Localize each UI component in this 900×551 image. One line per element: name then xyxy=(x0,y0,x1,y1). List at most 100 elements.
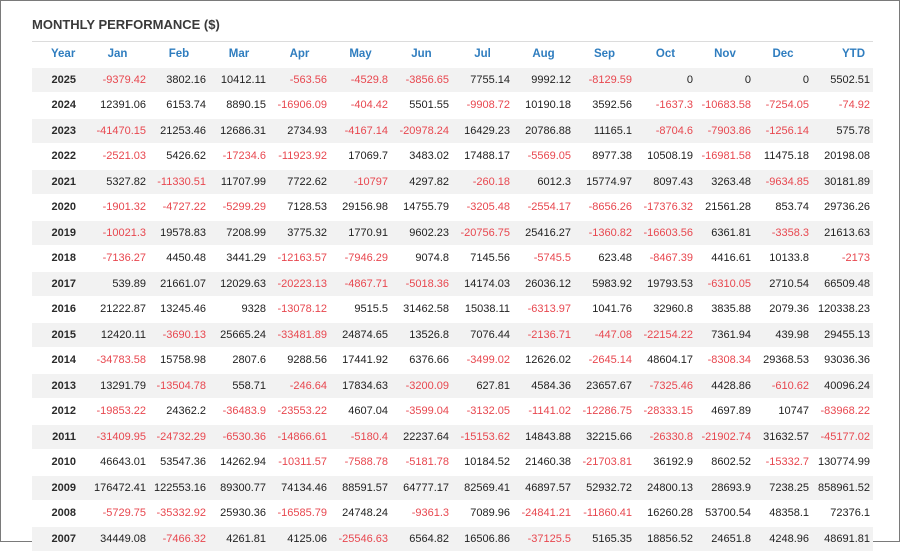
value-cell: 7128.53 xyxy=(269,194,330,220)
value-cell: 24748.24 xyxy=(330,500,391,526)
value-cell: 4297.82 xyxy=(391,168,452,195)
table-body: 2025 -9379.42 3802.16 10412.11 -563.56 -4529.… xyxy=(32,66,873,551)
value-cell: -563.56 xyxy=(269,66,330,93)
value-cell: -5018.36 xyxy=(391,270,452,297)
value-cell: 12391.06 xyxy=(86,92,149,118)
table-row: 2019 -10021.3 19578.83 7208.99 3775.32 1770.9… xyxy=(32,219,873,246)
panel-title: MONTHLY PERFORMANCE ($) xyxy=(32,17,220,32)
table-row: 2018 -7136.27 4450.48 3441.29 -12163.57 -7946… xyxy=(32,245,873,271)
value-cell: 6564.82 xyxy=(391,525,452,551)
value-cell: -5299.29 xyxy=(209,194,269,220)
table-row: 2022 -2521.03 5426.62 -17234.6 -11923.92 1706… xyxy=(32,143,873,169)
value-cell: 74134.46 xyxy=(269,474,330,501)
value-cell: 15758.98 xyxy=(149,347,209,373)
value-cell: 21460.38 xyxy=(513,449,574,475)
value-cell: 17834.63 xyxy=(330,372,391,399)
column-header-ytd: YTD xyxy=(812,41,873,67)
value-cell: 11165.1 xyxy=(574,117,635,144)
value-cell: 10747 xyxy=(754,398,812,424)
table-row: 2011 -31409.95 -24732.29 -6530.36 -14866.61-… xyxy=(32,423,873,450)
value-cell: 7076.44 xyxy=(452,321,513,348)
value-cell: -24841.21 xyxy=(513,500,574,526)
value-cell: 64777.17 xyxy=(391,474,452,501)
value-cell: -6313.97 xyxy=(513,296,574,322)
value-cell: -4867.71 xyxy=(330,270,391,297)
value-cell: -6530.36 xyxy=(209,423,269,450)
value-cell: 11707.99 xyxy=(209,168,269,195)
value-cell: -83968.22 xyxy=(812,398,873,424)
value-cell: 93036.36 xyxy=(812,347,873,373)
value-cell: -17376.32 xyxy=(635,194,696,220)
table-row: 2009 176472.41 122553.16 89300.77 74134.46 88… xyxy=(32,474,873,501)
value-cell: -5181.78 xyxy=(391,449,452,475)
value-cell: -4727.22 xyxy=(149,194,209,220)
value-cell: -3690.13 xyxy=(149,321,209,348)
value-cell: 9074.8 xyxy=(391,245,452,271)
value-cell: 21561.28 xyxy=(696,194,754,220)
value-cell: -7136.27 xyxy=(86,245,149,271)
value-cell: -25546.63 xyxy=(330,525,391,551)
value-cell: -1637.3 xyxy=(635,92,696,118)
value-cell: 15038.11 xyxy=(452,296,513,322)
value-cell: 14755.79 xyxy=(391,194,452,220)
value-cell: 88591.57 xyxy=(330,474,391,501)
value-cell: -20756.75 xyxy=(452,219,513,246)
value-cell: -26330.8 xyxy=(635,423,696,450)
value-cell: 623.48 xyxy=(574,245,635,271)
table-row: 2017 539.89 21661.07 12029.63 -20223.13 -4867… xyxy=(32,270,873,297)
column-header-year: Year xyxy=(32,41,86,67)
value-cell: -7588.78 xyxy=(330,449,391,475)
value-cell: -7254.05 xyxy=(754,92,812,118)
value-cell: 7722.62 xyxy=(269,168,330,195)
value-cell: -34783.58 xyxy=(86,347,149,373)
value-cell: 18856.52 xyxy=(635,525,696,551)
value-cell: 3775.32 xyxy=(269,219,330,246)
value-cell: -7946.29 xyxy=(330,245,391,271)
year-cell: 2024 xyxy=(32,92,86,118)
value-cell: 28693.9 xyxy=(696,474,754,501)
value-cell: 19793.53 xyxy=(635,270,696,297)
value-cell: 29368.53 xyxy=(754,347,812,373)
monthly-performance-table: Year Jan Feb Mar Apr May Jun Jul Aug Sep Oct Nov Dec… xyxy=(32,41,873,551)
value-cell: 7145.56 xyxy=(452,245,513,271)
value-cell: -4167.14 xyxy=(330,117,391,144)
value-cell: -20978.24 xyxy=(391,117,452,144)
value-cell: 21222.87 xyxy=(86,296,149,322)
value-cell: 2734.93 xyxy=(269,117,330,144)
value-cell: -1901.32 xyxy=(86,194,149,220)
value-cell: -2136.71 xyxy=(513,321,574,348)
value-cell: 7208.99 xyxy=(209,219,269,246)
value-cell: 12626.02 xyxy=(513,347,574,373)
value-cell: -17234.6 xyxy=(209,143,269,169)
value-cell: -9379.42 xyxy=(86,66,149,93)
value-cell: 12686.31 xyxy=(209,117,269,144)
value-cell: 46897.57 xyxy=(513,474,574,501)
value-cell: -13504.78 xyxy=(149,372,209,399)
table-row: 2013 13291.79 -13504.78 558.71 -246.64 17834.… xyxy=(32,372,873,399)
value-cell: 6376.66 xyxy=(391,347,452,373)
value-cell: 25665.24 xyxy=(209,321,269,348)
value-cell: 32215.66 xyxy=(574,423,635,450)
value-cell: 7089.96 xyxy=(452,500,513,526)
year-cell: 2015 xyxy=(32,321,86,348)
value-cell: -8129.59 xyxy=(574,66,635,93)
table-row: 2023 -41470.15 21253.46 12686.31 2734.93 -416… xyxy=(32,117,873,144)
value-cell: 53700.54 xyxy=(696,500,754,526)
value-cell: 10133.8 xyxy=(754,245,812,271)
value-cell: 176472.41 xyxy=(86,474,149,501)
year-cell: 2022 xyxy=(32,143,86,169)
value-cell: -260.18 xyxy=(452,168,513,195)
value-cell: 31632.57 xyxy=(754,423,812,450)
value-cell: 4125.06 xyxy=(269,525,330,551)
value-cell: 8602.52 xyxy=(696,449,754,475)
value-cell: 22237.64 xyxy=(391,423,452,450)
value-cell: -1360.82 xyxy=(574,219,635,246)
value-cell: 5502.51 xyxy=(812,66,873,93)
value-cell: 29156.98 xyxy=(330,194,391,220)
value-cell: 9992.12 xyxy=(513,66,574,93)
value-cell: -36483.9 xyxy=(209,398,269,424)
value-cell: -13078.12 xyxy=(269,296,330,322)
year-cell: 2012 xyxy=(32,398,86,424)
value-cell: 3441.29 xyxy=(209,245,269,271)
value-cell: 9288.56 xyxy=(269,347,330,373)
